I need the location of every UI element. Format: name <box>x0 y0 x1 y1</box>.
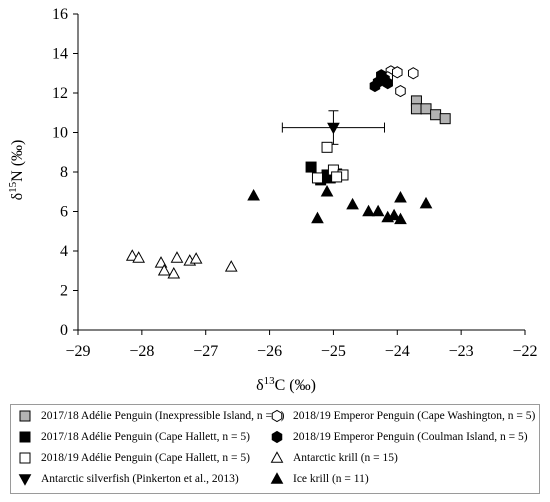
data-point-series-5 <box>392 66 403 79</box>
x-tick-label: −23 <box>449 343 474 360</box>
data-point-series-7 <box>125 249 139 261</box>
legend-item: Ice krill (n = 11) <box>269 470 369 488</box>
legend-marker <box>271 409 283 423</box>
x-tick-label: −25 <box>321 343 346 360</box>
data-point-series-3 <box>331 171 343 183</box>
y-tick-label: 0 <box>60 322 68 339</box>
data-point-series-5 <box>395 84 406 98</box>
data-point-series-7 <box>154 256 168 268</box>
legend-label: 2017/18 Adélie Penguin (Inexpressible Is… <box>41 410 285 422</box>
x-tick-label: −29 <box>65 343 90 360</box>
y-tick-label: 4 <box>60 243 68 260</box>
data-point-series-7 <box>157 264 171 276</box>
legend-marker <box>270 451 284 463</box>
y-ticks: 0 2 4 6 8 10 12 14 16 <box>52 6 78 339</box>
legend-marker <box>19 410 31 422</box>
legend-item: 2018/19 Emperor Penguin (Coulman Island,… <box>269 428 528 446</box>
legend-label: 2017/18 Adélie Penguin (Cape Hallett, n … <box>41 431 250 443</box>
y-tick-label: 12 <box>52 85 68 102</box>
x-tick-label: −28 <box>129 343 154 360</box>
legend-item: 2018/19 Adélie Penguin (Cape Hallett, n … <box>17 449 250 467</box>
legend-marker-icon <box>270 451 284 463</box>
data-points <box>125 65 451 279</box>
x-tick-label: −24 <box>385 343 410 360</box>
legend-marker <box>18 474 32 486</box>
legend-label: 2018/19 Emperor Penguin (Coulman Island,… <box>293 431 528 443</box>
data-point-series-4 <box>327 122 340 135</box>
data-point-series-3 <box>321 141 333 153</box>
data-point-series-7 <box>189 252 203 264</box>
data-point-series-2 <box>305 161 317 173</box>
data-point-series-1 <box>439 113 451 125</box>
legend-marker-icon <box>18 474 32 486</box>
legend-label: Antarctic krill (n = 15) <box>293 452 398 464</box>
axes <box>77 14 525 331</box>
legend: 2017/18 Adélie Penguin (Inexpressible Is… <box>10 404 540 494</box>
y-tick-label: 10 <box>52 125 68 142</box>
legend-marker-icon <box>270 472 284 484</box>
legend-marker-icon <box>271 430 283 444</box>
legend-marker <box>19 452 31 464</box>
data-point-series-7 <box>224 260 238 272</box>
data-point-series-6 <box>382 77 393 90</box>
scatter-plot: −29 −28 −27 −26 −25 −24 −23 −22 0 2 4 6 8 10 12 14 16 δ… <box>7 6 538 394</box>
y-tick-label: 14 <box>52 46 68 63</box>
legend-marker-icon <box>19 452 31 464</box>
data-point-series-8 <box>346 197 359 210</box>
x-tick-label: −26 <box>257 343 282 360</box>
data-point-series-5 <box>407 67 419 80</box>
legend-label: Ice krill (n = 11) <box>293 473 369 485</box>
legend-marker <box>19 431 31 443</box>
data-point-series-8 <box>419 196 433 209</box>
legend-item: 2018/19 Emperor Penguin (Cape Washington… <box>269 407 535 425</box>
data-point-series-8 <box>394 190 407 203</box>
legend-label: 2018/19 Emperor Penguin (Cape Washington… <box>293 410 536 422</box>
legend-item: Antarctic silverfish (Pinkerton et al., … <box>17 470 239 488</box>
data-point-series-7 <box>132 251 146 263</box>
data-point-series-1 <box>430 109 442 121</box>
legend-item: 2017/18 Adélie Penguin (Cape Hallett, n … <box>17 428 250 446</box>
x-axis-title: δ13C (‰) <box>256 375 316 394</box>
legend-item: 2017/18 Adélie Penguin (Inexpressible Is… <box>17 407 284 425</box>
x-ticks: −29 −28 −27 −26 −25 −24 −23 −22 <box>65 330 538 360</box>
data-point-series-8 <box>362 204 375 217</box>
data-point-series-3 <box>311 172 323 184</box>
data-point-series-7 <box>170 251 184 263</box>
x-tick-label: −27 <box>193 343 218 360</box>
y-tick-label: 2 <box>60 283 68 300</box>
y-tick-label: 6 <box>60 204 68 221</box>
legend-marker-icon <box>19 431 31 443</box>
data-point-series-1 <box>410 103 422 115</box>
data-point-series-8 <box>320 185 334 197</box>
data-point-series-8 <box>371 204 385 217</box>
y-axis-title: δ15N (‰) <box>7 140 26 201</box>
x-tick-label: −22 <box>512 343 537 360</box>
legend-label: Antarctic silverfish (Pinkerton et al., … <box>41 473 239 485</box>
y-tick-label: 16 <box>52 6 68 23</box>
legend-marker <box>270 472 284 484</box>
data-point-series-1 <box>420 103 432 115</box>
y-tick-label: 8 <box>60 164 68 181</box>
data-point-series-7 <box>167 266 181 279</box>
legend-marker-icon <box>19 410 31 422</box>
legend-label: 2018/19 Adélie Penguin (Cape Hallett, n … <box>41 452 250 464</box>
data-point-series-8 <box>387 208 401 221</box>
legend-marker-icon <box>271 409 283 423</box>
data-point-series-6 <box>369 80 381 93</box>
data-point-series-8 <box>247 188 260 201</box>
legend-marker <box>271 430 283 444</box>
legend-item: Antarctic krill (n = 15) <box>269 449 398 467</box>
data-point-series-8 <box>394 212 407 225</box>
data-point-series-8 <box>311 211 324 224</box>
